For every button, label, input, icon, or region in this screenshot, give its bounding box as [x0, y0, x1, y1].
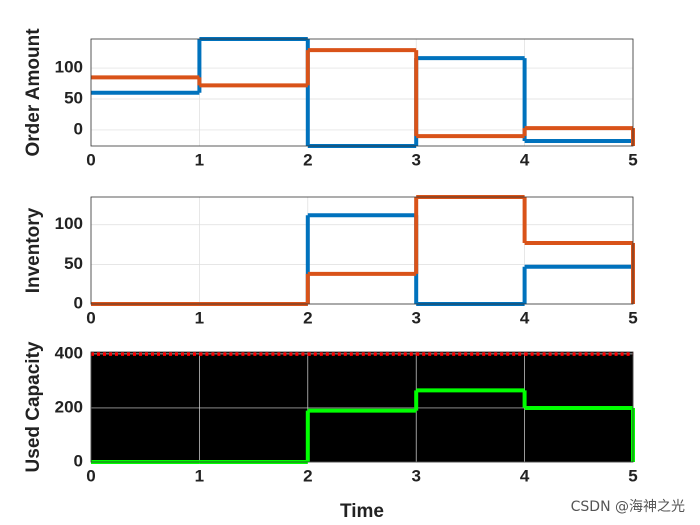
y-axis-label: Inventory: [23, 207, 44, 293]
x-tick-label: 5: [628, 466, 637, 485]
x-tick-label: 4: [520, 466, 530, 485]
x-tick-label: 0: [86, 150, 95, 169]
y-tick-label: 400: [55, 343, 83, 362]
x-tick-label: 2: [303, 308, 312, 327]
x-tick-label: 3: [411, 466, 420, 485]
x-tick-label: 3: [411, 308, 420, 327]
x-tick-label: 1: [195, 466, 204, 485]
x-tick-label: 3: [411, 150, 420, 169]
y-tick-label: 200: [55, 397, 83, 416]
y-axis-label: Order Amount: [23, 28, 44, 157]
y-tick-label: 0: [74, 451, 83, 470]
x-tick-label: 1: [195, 150, 204, 169]
x-tick-label: 2: [303, 150, 312, 169]
y-axis-label: Used Capacity: [23, 341, 44, 472]
x-tick-label: 5: [628, 308, 637, 327]
x-axis-label: Time: [340, 501, 384, 522]
axes-box: [90, 196, 634, 305]
y-tick-label: 100: [55, 58, 83, 77]
x-tick-label: 0: [86, 466, 95, 485]
y-tick-label: 0: [74, 119, 83, 138]
watermark: CSDN @海神之光: [571, 499, 685, 515]
x-tick-label: 4: [520, 150, 530, 169]
x-tick-label: 1: [195, 308, 204, 327]
x-tick-label: 0: [86, 308, 95, 327]
x-tick-label: 2: [303, 466, 312, 485]
x-tick-label: 5: [628, 150, 637, 169]
y-tick-label: 0: [74, 293, 83, 312]
axes-box: [90, 38, 634, 147]
y-tick-label: 50: [64, 88, 83, 107]
x-tick-label: 4: [520, 308, 530, 327]
plot-area: [91, 197, 633, 304]
y-tick-label: 100: [55, 214, 83, 233]
y-tick-label: 50: [64, 254, 83, 273]
axes-box: [90, 351, 634, 463]
